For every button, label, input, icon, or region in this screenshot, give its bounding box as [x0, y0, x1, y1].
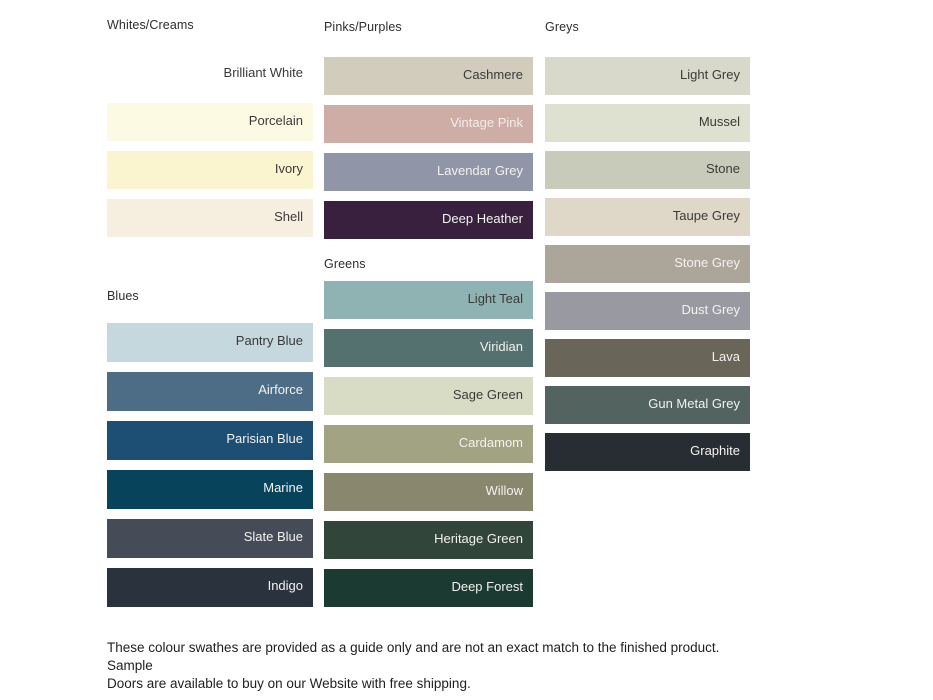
swatch-stack-greys: Light Grey Mussel Stone Taupe Grey Stone…: [545, 57, 750, 471]
section-blues: Blues Pantry Blue Airforce Parisian Blue…: [107, 289, 313, 607]
swatch-label: Shell: [274, 208, 303, 224]
swatch-label: Stone Grey: [674, 254, 740, 270]
swatch-label: Sage Green: [452, 386, 523, 402]
section-heading-pinks-purples: Pinks/Purples: [324, 20, 402, 34]
swatch-sage-green: Sage Green: [324, 377, 533, 415]
swatch-airforce: Airforce: [107, 372, 313, 411]
swatch-label: Vintage Pink: [450, 114, 523, 130]
swatch-label: Brilliant White: [223, 64, 303, 80]
swatch-label: Lavendar Grey: [437, 162, 523, 178]
swatch-willow: Willow: [324, 473, 533, 511]
swatch-slate-blue: Slate Blue: [107, 519, 313, 558]
swatch-label: Graphite: [690, 442, 740, 458]
section-heading-blues: Blues: [107, 289, 139, 303]
section-pinks-purples: Pinks/Purples Cashmere Vintage Pink Lave…: [324, 20, 533, 239]
swatch-stack-greens: Light Teal Viridian Sage Green Cardamom …: [324, 281, 533, 607]
section-heading-whites-creams: Whites/Creams: [107, 18, 194, 32]
swatch-label: Lava: [711, 348, 740, 364]
swatch-label: Marine: [263, 480, 303, 495]
swatch-stack-whites-creams: Brilliant White Porcelain Ivory Shell: [107, 55, 313, 237]
swatch-light-teal: Light Teal: [324, 281, 533, 319]
swatch-deep-forest: Deep Forest: [324, 569, 533, 607]
section-heading-greys: Greys: [545, 20, 579, 34]
swatch-stack-blues: Pantry Blue Airforce Parisian Blue Marin…: [107, 323, 313, 607]
swatch-porcelain: Porcelain: [107, 103, 313, 141]
swatch-label: Gun Metal Grey: [648, 395, 740, 411]
swatch-graphite: Graphite: [545, 433, 750, 471]
section-greys: Greys Light Grey Mussel Stone Taupe Grey…: [545, 20, 750, 471]
swatch-label: Airforce: [258, 382, 303, 397]
swatch-label: Viridian: [479, 338, 523, 354]
swatch-stone: Stone: [545, 151, 750, 189]
swatch-label: Willow: [485, 482, 523, 498]
section-whites-creams: Whites/Creams Brilliant White Porcelain …: [107, 18, 313, 237]
swatch-light-grey: Light Grey: [545, 57, 750, 95]
swatch-stone-grey: Stone Grey: [545, 245, 750, 283]
swatch-shell: Shell: [107, 199, 313, 237]
swatch-label: Deep Forest: [451, 578, 523, 594]
swatch-label: Cashmere: [463, 66, 523, 82]
swatch-dust-grey: Dust Grey: [545, 292, 750, 330]
swatch-label: Dust Grey: [681, 301, 740, 317]
swatch-deep-heather: Deep Heather: [324, 201, 533, 239]
swatch-label: Porcelain: [248, 112, 303, 128]
swatch-viridian: Viridian: [324, 329, 533, 367]
swatch-label: Cardamom: [458, 434, 523, 450]
swatch-label: Mussel: [698, 113, 740, 129]
swatch-parisian-blue: Parisian Blue: [107, 421, 313, 460]
swatch-taupe-grey: Taupe Grey: [545, 198, 750, 236]
swatch-cashmere: Cashmere: [324, 57, 533, 95]
swatch-label: Parisian Blue: [226, 431, 303, 446]
swatch-label: Light Teal: [467, 290, 523, 306]
swatch-label: Indigo: [267, 578, 303, 593]
swatch-mussel: Mussel: [545, 104, 750, 142]
swatch-label: Ivory: [274, 160, 303, 176]
swatch-indigo: Indigo: [107, 568, 313, 607]
swatch-ivory: Ivory: [107, 151, 313, 189]
swatch-label: Deep Heather: [442, 210, 523, 226]
disclaimer-text: These colour swathes are provided as a g…: [107, 640, 720, 692]
swatch-label: Slate Blue: [243, 529, 303, 544]
swatch-cardamom: Cardamom: [324, 425, 533, 463]
swatch-heritage-green: Heritage Green: [324, 521, 533, 559]
swatch-label: Taupe Grey: [672, 207, 740, 223]
section-greens: Greens Light Teal Viridian Sage Green Ca…: [324, 257, 533, 607]
swatch-pantry-blue: Pantry Blue: [107, 323, 313, 362]
swatch-marine: Marine: [107, 470, 313, 509]
swatch-vintage-pink: Vintage Pink: [324, 105, 533, 143]
swatch-label: Heritage Green: [434, 530, 523, 546]
section-heading-greens: Greens: [324, 257, 366, 271]
swatch-lavendar-grey: Lavendar Grey: [324, 153, 533, 191]
swatch-gun-metal-grey: Gun Metal Grey: [545, 386, 750, 424]
swatch-brilliant-white: Brilliant White: [107, 55, 313, 93]
swatch-stack-pinks-purples: Cashmere Vintage Pink Lavendar Grey Deep…: [324, 57, 533, 239]
swatch-label: Light Grey: [680, 66, 740, 82]
swatch-label: Stone: [706, 160, 740, 176]
swatch-lava: Lava: [545, 339, 750, 377]
swatch-label: Pantry Blue: [235, 333, 303, 348]
